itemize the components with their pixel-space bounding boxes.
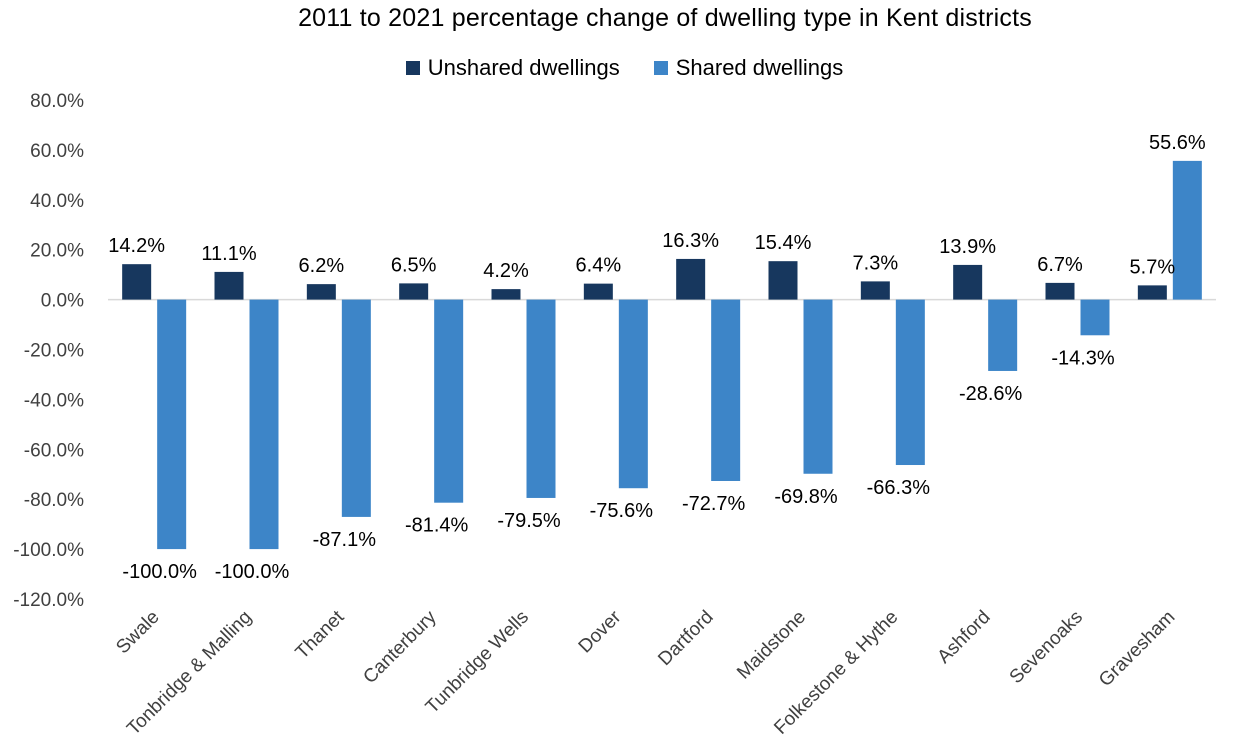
bar-unshared — [953, 264, 983, 300]
data-label-unshared: 4.2% — [483, 260, 529, 282]
x-category-label: Swale — [112, 607, 163, 658]
data-label-shared: -66.3% — [867, 477, 931, 499]
y-tick-label: -100.0% — [13, 540, 84, 561]
legend: Unshared dwellings Shared dwellings — [0, 55, 1249, 81]
data-label-shared: -87.1% — [313, 529, 377, 551]
legend-label-shared: Shared dwellings — [675, 55, 844, 80]
data-label-shared: -100.0% — [122, 561, 197, 583]
x-category-label: Maidstone — [733, 607, 810, 684]
data-label-unshared: 11.1% — [201, 243, 256, 265]
legend-swatch-shared — [653, 61, 668, 75]
bar-shared — [1080, 299, 1110, 336]
x-category-label: Dartford — [654, 607, 717, 670]
data-label-unshared: 7.3% — [853, 252, 899, 274]
data-label-unshared: 16.3% — [662, 230, 719, 252]
data-label-unshared: 13.9% — [939, 236, 996, 258]
y-tick-label: -80.0% — [24, 490, 84, 511]
bar-unshared — [768, 261, 798, 300]
bar-shared — [618, 299, 648, 489]
data-label-shared: -69.8% — [774, 486, 838, 508]
bar-shared — [526, 299, 556, 498]
bar-unshared — [399, 283, 429, 300]
y-tick-label: -40.0% — [24, 390, 84, 411]
bar-unshared — [860, 281, 890, 300]
data-label-shared: -14.3% — [1051, 347, 1115, 369]
bar-shared — [434, 299, 464, 503]
data-label-shared: -79.5% — [497, 510, 561, 532]
data-label-unshared: 15.4% — [755, 232, 812, 254]
y-tick-label: 80.0% — [30, 91, 84, 112]
label-layer: 14.2% -100.0% 11.1% -100.0% 6.2% -87.1% 6.5% -8… — [108, 132, 1206, 583]
bar-shared — [803, 299, 833, 474]
data-label-unshared: 6.4% — [576, 255, 622, 277]
data-label-shared: -75.6% — [590, 500, 654, 522]
y-tick-label: 60.0% — [30, 141, 84, 162]
data-label-shared: -100.0% — [215, 561, 290, 583]
data-label-shared: -28.6% — [959, 383, 1023, 405]
data-label-shared: -81.4% — [405, 515, 469, 537]
y-tick-label: 20.0% — [30, 241, 84, 262]
legend-label-unshared: Unshared dwellings — [427, 55, 620, 80]
x-category-label: Dover — [575, 606, 626, 657]
y-tick-label: -60.0% — [24, 440, 84, 461]
bar-unshared — [1137, 285, 1167, 300]
bar-shared — [988, 299, 1018, 371]
bar-shared — [711, 299, 741, 481]
axis-layer: 80.0% 60.0% 40.0% 20.0% 0.0% -20.0% -40.0% -60.… — [13, 91, 1216, 740]
bar-unshared — [676, 258, 706, 300]
bar-unshared — [214, 271, 244, 300]
bar-unshared — [491, 289, 521, 300]
legend-item-shared: Shared dwellings — [653, 55, 844, 81]
bar-unshared — [583, 283, 613, 300]
y-tick-label: -20.0% — [24, 341, 84, 362]
y-tick-label: 40.0% — [30, 191, 84, 212]
bar-shared — [341, 299, 371, 517]
bar-unshared — [122, 264, 152, 300]
y-tick-label: 0.0% — [41, 291, 84, 312]
data-label-shared: -72.7% — [682, 493, 746, 515]
y-tick-label: -120.0% — [13, 590, 84, 611]
x-category-label: Canterbury — [359, 606, 441, 688]
bar-shared — [895, 299, 925, 466]
data-label-unshared: 6.5% — [391, 254, 437, 276]
data-label-unshared: 6.2% — [299, 255, 345, 277]
x-category-label: Ashford — [934, 607, 995, 668]
bar-shared — [157, 299, 187, 550]
bar-unshared — [1045, 282, 1075, 300]
data-label-shared: 55.6% — [1149, 132, 1206, 154]
legend-item-unshared: Unshared dwellings — [405, 55, 620, 81]
bar-shared — [249, 299, 279, 550]
x-category-label: Thanet — [292, 606, 349, 663]
bar-shared — [1172, 160, 1202, 300]
x-category-label: Sevenoaks — [1006, 607, 1087, 688]
data-label-unshared: 6.7% — [1037, 254, 1083, 276]
x-category-label: Gravesham — [1095, 607, 1179, 691]
bar-layer — [122, 160, 1202, 550]
data-label-unshared: 14.2% — [108, 235, 165, 257]
chart-title: 2011 to 2021 percentage change of dwelli… — [298, 4, 1032, 32]
bar-unshared — [306, 284, 336, 300]
data-label-unshared: 5.7% — [1130, 256, 1176, 278]
legend-swatch-unshared — [405, 61, 420, 75]
